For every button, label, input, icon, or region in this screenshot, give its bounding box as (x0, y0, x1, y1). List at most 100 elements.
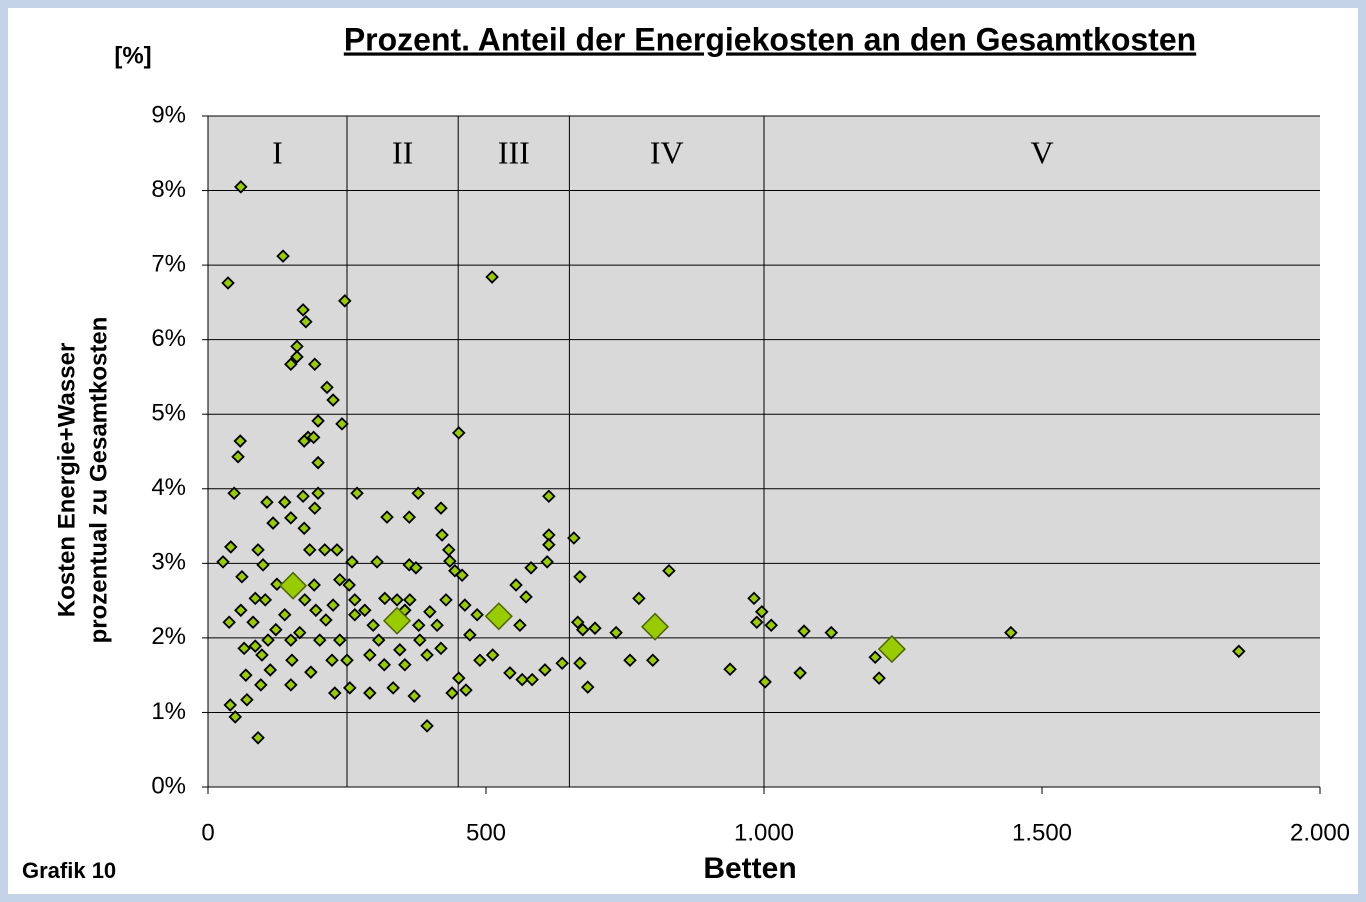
point (325, 653, 339, 668)
x-tick-label: 1.000 (734, 819, 794, 846)
point (254, 678, 268, 692)
point (311, 455, 325, 470)
point (320, 380, 334, 395)
point (240, 692, 254, 707)
x-axis-label: Betten (703, 852, 796, 885)
point (228, 710, 243, 724)
point (524, 561, 538, 575)
point (345, 555, 359, 569)
y-tick-label: 5% (151, 400, 186, 427)
y-axis-label: prozentual zu Gesamtkosten (85, 317, 112, 644)
point (332, 572, 347, 587)
mean-point (382, 606, 412, 635)
point (434, 641, 448, 656)
point (290, 350, 304, 364)
point (485, 648, 500, 662)
point (764, 618, 779, 632)
mean-point (640, 612, 670, 641)
point (304, 665, 318, 679)
point (297, 593, 312, 607)
point (306, 430, 321, 445)
point (451, 426, 466, 440)
section-label: II (392, 134, 413, 170)
point (1232, 644, 1246, 659)
point (284, 511, 298, 525)
point (248, 591, 263, 606)
point (580, 680, 595, 694)
point (797, 624, 811, 638)
y-tick-label: 7% (151, 250, 186, 277)
point (402, 510, 417, 524)
y-tick-label: 3% (151, 549, 186, 576)
point (269, 622, 283, 637)
point (296, 489, 310, 504)
y-tick-label: 6% (151, 325, 186, 352)
point (326, 598, 340, 612)
point (609, 625, 623, 640)
mean-point (279, 571, 308, 600)
point (234, 603, 248, 618)
point (297, 521, 311, 536)
point (348, 593, 362, 607)
chart-title: Prozent. Anteil der Energiekosten an den… (344, 21, 1196, 57)
point (363, 648, 377, 662)
point (377, 657, 392, 672)
point (296, 303, 310, 317)
point (749, 615, 764, 630)
point (443, 554, 457, 568)
point (326, 393, 340, 407)
point (623, 653, 637, 668)
point (588, 621, 602, 635)
point (233, 434, 248, 448)
point (793, 666, 807, 680)
point (216, 555, 230, 569)
point (515, 672, 529, 687)
point (473, 653, 487, 668)
point (302, 543, 317, 557)
point (386, 681, 400, 695)
point (292, 625, 307, 640)
point (409, 561, 423, 575)
point (260, 495, 274, 509)
point (256, 558, 270, 572)
section-label: IV (650, 134, 684, 170)
point (348, 608, 362, 622)
x-tick-label: 2.000 (1290, 819, 1350, 846)
point (755, 605, 769, 619)
point (350, 486, 364, 501)
point (458, 598, 472, 612)
point (758, 675, 772, 689)
point (573, 656, 587, 671)
point (393, 643, 407, 657)
section-label: III (498, 134, 530, 170)
point (263, 663, 278, 677)
point (307, 357, 322, 372)
point (747, 591, 761, 606)
point (235, 569, 249, 584)
point (251, 731, 265, 745)
point (266, 516, 280, 530)
point (411, 618, 426, 632)
point (413, 633, 427, 647)
section-label: V (1030, 134, 1053, 170)
point (277, 495, 292, 509)
point (380, 510, 394, 524)
y-tick-label: 8% (151, 176, 186, 203)
point (542, 537, 556, 552)
point (307, 578, 321, 592)
point (285, 653, 299, 668)
point (441, 543, 456, 557)
point (370, 555, 384, 569)
point (366, 618, 380, 632)
point (872, 671, 886, 685)
point (420, 648, 434, 662)
y-unit: [%] (114, 42, 151, 69)
point (573, 569, 587, 584)
point (307, 501, 322, 515)
point (420, 719, 434, 733)
point (407, 689, 422, 703)
point (222, 615, 236, 630)
mean-point (877, 635, 906, 664)
point (343, 681, 357, 695)
